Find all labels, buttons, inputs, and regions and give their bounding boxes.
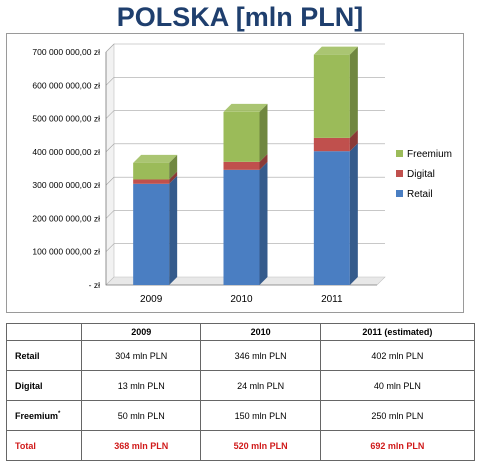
bar-top: [223, 103, 268, 112]
bar-retail: [223, 169, 260, 285]
gridline: [105, 210, 115, 219]
table-row: Freemium* 50 mln PLN 150 mln PLN 250 mln…: [6, 400, 476, 431]
bar-top: [313, 46, 358, 55]
bar-digital: [133, 179, 170, 184]
gridline: [105, 43, 115, 53]
gridline: [105, 176, 115, 186]
x-tick-label: 2009: [140, 294, 163, 305]
table-row: Retail 304 mln PLN 346 mln PLN 402 mln P…: [6, 340, 476, 371]
y-tick-label: 100 000 000,00 zł: [32, 247, 100, 257]
row-label: Digital: [6, 370, 82, 401]
table-header-cell: [6, 323, 82, 341]
table-cell: 520 mln PLN: [200, 430, 321, 461]
chart-area: - zł 100 000 000,00 zł 200 000 000,00 zł 30…: [6, 33, 464, 313]
row-label: Retail: [6, 340, 82, 371]
bar-side-digital: [169, 171, 178, 184]
bar-retail: [133, 183, 170, 285]
legend-swatch-retail: [396, 190, 403, 197]
legend-swatch-digital: [396, 170, 403, 177]
table-cell: 250 mln PLN: [319, 400, 476, 431]
bar-side-freemium: [349, 46, 358, 138]
bar-digital: [223, 161, 260, 170]
table-header-cell: 2009: [80, 323, 202, 341]
table-header-cell: 2010: [200, 323, 321, 341]
bar-freemium: [133, 162, 170, 180]
row-label: Freemium*: [6, 400, 82, 431]
gridline: [105, 77, 115, 86]
row-label: Total: [6, 430, 82, 461]
table-cell: 368 mln PLN: [80, 430, 202, 461]
y-tick-label: - zł: [89, 280, 100, 290]
table-cell: 692 mln PLN: [319, 430, 476, 461]
table-cell: 13 mln PLN: [80, 370, 202, 401]
y-tick-label: 300 000 000,00 zł: [32, 180, 100, 190]
gridline: [105, 143, 115, 153]
table-cell: 40 mln PLN: [319, 370, 476, 401]
x-tick-label: 2011: [321, 294, 343, 305]
legend-swatch-freemium: [396, 150, 403, 157]
bar-top: [133, 154, 178, 163]
bar-digital: [313, 137, 350, 152]
bar-side-freemium: [169, 154, 178, 180]
footnote-marker: *: [58, 410, 61, 417]
y-tick-label: 400 000 000,00 zł: [32, 147, 100, 157]
legend-label-retail: Retail: [407, 189, 433, 200]
bar-freemium: [313, 54, 350, 138]
bar-retail: [313, 151, 350, 285]
bar-side-retail: [169, 175, 178, 285]
data-table: 2009 2010 2011 (estimated) Retail 304 ml…: [6, 323, 476, 461]
y-tick-label: 600 000 000,00 zł: [32, 80, 100, 90]
table-cell: 24 mln PLN: [200, 370, 321, 401]
bar-side-retail: [259, 161, 268, 285]
y-tick-label: 500 000 000,00 zł: [32, 114, 100, 124]
bar-side-freemium: [259, 103, 268, 162]
bar-side-digital: [349, 129, 358, 152]
side-wall: [105, 43, 115, 286]
table-row-total: Total 368 mln PLN 520 mln PLN 692 mln PL…: [6, 430, 476, 461]
row-label-text: Freemium: [15, 410, 59, 421]
bar-side-retail: [349, 143, 358, 285]
bar-freemium: [223, 111, 260, 162]
stacked-bar-chart: - zł 100 000 000,00 zł 200 000 000,00 zł 30…: [32, 43, 452, 305]
table-cell: 402 mln PLN: [319, 340, 476, 371]
gridline: [105, 110, 115, 119]
table-header-row: 2009 2010 2011 (estimated): [6, 323, 476, 341]
table-cell: 304 mln PLN: [80, 340, 202, 371]
chart-title: POLSKA [mln PLN]: [116, 2, 364, 32]
bar-side-digital: [259, 153, 268, 170]
y-tick-label: 700 000 000,00 zł: [32, 47, 100, 57]
y-tick-label: 200 000 000,00 zł: [32, 213, 100, 223]
table-cell: 150 mln PLN: [200, 400, 321, 431]
gridline: [105, 243, 115, 252]
legend-label-digital: Digital: [407, 169, 435, 180]
table-cell: 346 mln PLN: [200, 340, 321, 371]
table-cell: 50 mln PLN: [80, 400, 202, 431]
legend-label-freemium: Freemium: [407, 149, 452, 160]
table-row: Digital 13 mln PLN 24 mln PLN 40 mln PLN: [6, 370, 476, 401]
table-header-cell: 2011 (estimated): [319, 323, 476, 341]
x-tick-label: 2010: [230, 294, 253, 305]
